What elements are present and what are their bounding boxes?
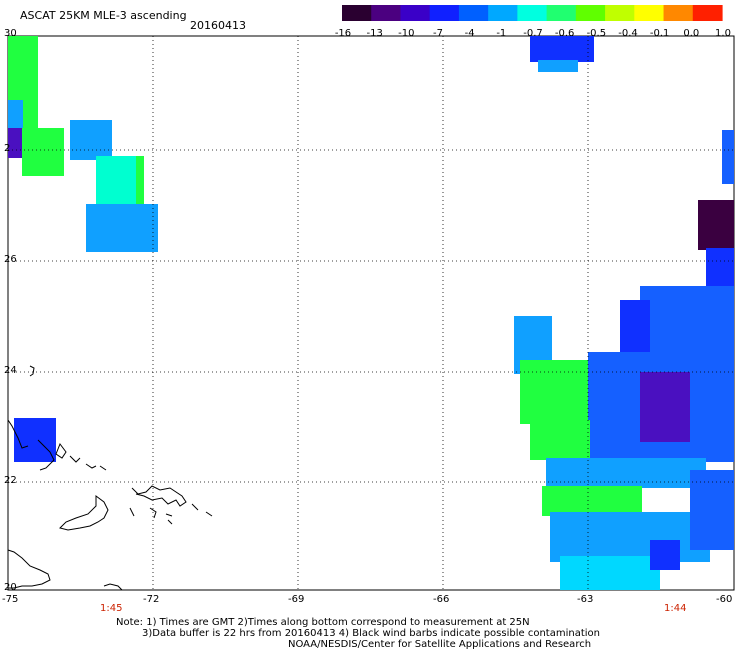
lon-label-63: -63 xyxy=(577,594,593,605)
wind-cell xyxy=(70,120,112,160)
wind-cell xyxy=(136,156,144,204)
colorbar-segment xyxy=(488,5,518,21)
wind-cell xyxy=(550,512,710,562)
colorbar-segment xyxy=(546,5,577,21)
colorbar-label: -7 xyxy=(433,28,443,39)
wind-cell xyxy=(530,36,594,62)
colorbar-segment xyxy=(692,5,723,21)
wind-cell xyxy=(650,540,680,570)
colorbar-label: -0.1 xyxy=(650,28,670,39)
lat-label-20: 20 xyxy=(4,582,17,593)
colorbar-segment xyxy=(342,5,372,21)
lat-label-28: 2 xyxy=(4,143,10,154)
wind-cell xyxy=(698,200,734,250)
pass-time-right: 1:44 xyxy=(664,603,686,614)
colorbar-segment xyxy=(517,5,548,21)
wind-cell xyxy=(86,204,158,252)
colorbar-segment xyxy=(429,5,460,21)
colorbar-label: -1 xyxy=(496,28,506,39)
wind-cell xyxy=(542,486,642,516)
colorbar-segment xyxy=(634,5,665,21)
colorbar-label: 0.0 xyxy=(683,28,699,39)
colorbar xyxy=(342,5,723,21)
footer-note-1: Note: 1) Times are GMT 2)Times along bot… xyxy=(116,617,530,628)
colorbar-label: -10 xyxy=(398,28,414,39)
gridlines xyxy=(8,36,734,590)
colorbar-labels: -16 -13 -10 -7 -4 -1 -0.7 -0.6 -0.5 -0.4 -0.1 0.0 1.… xyxy=(335,28,731,39)
wind-cell xyxy=(706,248,734,288)
product-date: 20160413 xyxy=(190,19,246,32)
wind-cell xyxy=(690,470,734,550)
footer-note-2: 3)Data buffer is 22 hrs from 20160413 4)… xyxy=(142,628,600,639)
wind-cell xyxy=(14,418,56,462)
lon-label-66: -66 xyxy=(433,594,449,605)
lat-label-26: 26 xyxy=(4,254,17,265)
colorbar-segment xyxy=(663,5,694,21)
lat-label-22: 22 xyxy=(4,475,17,486)
wind-cell xyxy=(8,128,22,158)
product-title: ASCAT 25KM MLE-3 ascending xyxy=(20,9,187,22)
wind-cell xyxy=(520,360,590,424)
colorbar-segment xyxy=(458,5,489,21)
colorbar-segment xyxy=(575,5,606,21)
lat-label-30: 30 xyxy=(4,28,17,39)
lat-label-24: 24 xyxy=(4,365,17,376)
wind-cell xyxy=(538,60,578,72)
lon-label-60: -60 xyxy=(716,594,732,605)
wind-cell xyxy=(8,100,23,130)
wind-data-layer xyxy=(8,36,734,590)
footer-note-3: NOAA/NESDIS/Center for Satellite Applica… xyxy=(288,639,591,650)
colorbar-label: -0.5 xyxy=(587,28,607,39)
colorbar-label: -0.6 xyxy=(555,28,575,39)
colorbar-segment xyxy=(400,5,431,21)
lon-label-69: -69 xyxy=(288,594,304,605)
pass-time-left: 1:45 xyxy=(100,603,122,614)
wind-cell xyxy=(96,156,142,206)
colorbar-label: -0.7 xyxy=(523,28,543,39)
colorbar-segment xyxy=(605,5,635,21)
coastline xyxy=(7,365,213,591)
lon-label-72: -72 xyxy=(143,594,159,605)
colorbar-segment xyxy=(371,5,402,21)
wind-cell xyxy=(546,458,706,488)
colorbar-label: -16 xyxy=(335,28,351,39)
colorbar-label: 1.0 xyxy=(715,28,731,39)
wind-cell xyxy=(722,130,734,184)
colorbar-label: -4 xyxy=(465,28,475,39)
lon-label-75: -75 xyxy=(2,594,18,605)
wind-cell xyxy=(560,556,660,590)
wind-cell xyxy=(22,128,64,176)
colorbar-label: -0.4 xyxy=(618,28,638,39)
wind-cell xyxy=(640,372,690,442)
wind-cell xyxy=(530,420,590,460)
colorbar-label: -13 xyxy=(366,28,382,39)
